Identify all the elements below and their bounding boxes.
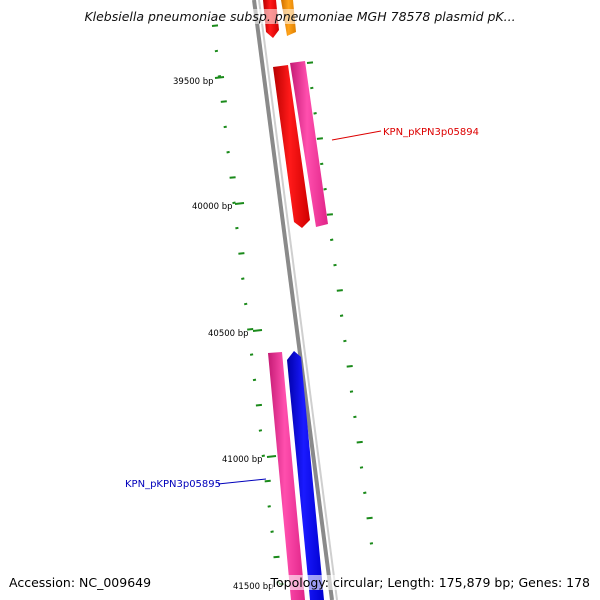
gene-label-KPN_pKPN3p05895[interactable]: KPN_pKPN3p05895 [125,479,221,490]
gc-mark-inner [217,75,222,78]
gc-mark-inner [261,454,265,458]
topology-info: Topology: circular; Length: 175,879 bp; … [270,575,590,590]
gc-mark-outer [346,365,353,368]
gene-arrow-KPN_pKPN3p05895[interactable] [287,351,324,600]
tick-label-41000: 41000 bp [222,455,263,465]
gc-mark-outer [343,339,347,343]
gc-mark-outer [330,238,334,242]
gc-mark-inner [267,505,271,508]
gc-mark-inner [270,530,274,533]
accession-text: Accession: NC_009649 [9,575,152,590]
gc-mark-inner [220,100,227,103]
gene-arrow-pink-bottom[interactable] [268,352,305,600]
gc-mark-inner [226,150,230,154]
gc-mark-inner [229,176,236,179]
gc-mark-inner [238,252,245,255]
backbone-line [252,0,334,600]
gc-mark-outer [306,61,314,64]
tick-label-41500: 41500 bp [233,582,274,592]
gc-mark-inner [255,403,262,407]
gc-mark-inner [247,328,254,331]
tick-mark-40000 [234,202,245,205]
topology-info-text: Topology: circular; Length: 175,879 bp; … [270,575,590,590]
tick-label-40500: 40500 bp [208,329,249,339]
gc-mark-inner [241,277,245,280]
gc-mark-outer [369,542,374,545]
gc-mark-inner [249,353,254,356]
gc-mark-inner [214,49,219,53]
backbone-highlight [258,0,338,600]
gc-mark-outer [366,516,373,520]
tick-mark-40500 [252,329,263,332]
tick-label-40000: 40000 bp [192,202,233,212]
tick-label-39500: 39500 bp [173,77,214,87]
tick-mark-39500 [214,76,225,79]
gc-mark-outer [363,491,367,495]
gc-mark-inner [273,555,280,559]
gc-mark-inner [252,378,257,382]
gc-mark-outer [359,466,364,469]
gc-mark-outer [323,187,327,191]
gene-label-KPN_pKPN3p05894[interactable]: KPN_pKPN3p05894 [383,127,479,138]
gc-mark-outer [326,213,333,216]
gc-mark-outer [356,440,363,444]
gene-arrow-KPN_pKPN3p05893[interactable] [273,65,310,228]
gc-mark-outer [320,162,324,166]
map-title: Klebsiella pneumoniae subsp. pneumoniae … [0,9,600,24]
gc-mark-inner [244,302,248,306]
gc-mark-inner [211,24,219,27]
gc-mark-inner [258,429,263,432]
tick-mark-41000 [266,455,277,458]
gc-mark-outer [349,390,354,393]
gc-mark-inner [235,226,239,230]
gc-mark-outer [316,137,323,140]
gc-mark-outer [339,314,344,317]
gc-mark-outer [336,289,343,292]
gc-mark-inner [232,201,236,205]
gene-label-leader-top [331,130,382,141]
gc-mark-inner [264,479,271,483]
gc-mark-outer [310,86,314,90]
gc-mark-outer [353,415,357,419]
gene-arrow-KPN_pKPN3p05894[interactable] [290,61,328,227]
gc-skew-marks-outer [306,61,374,545]
gc-mark-outer [313,112,317,115]
gc-mark-inner [223,125,227,129]
gc-mark-outer [333,263,337,267]
gene-label-leader-bottom [217,478,267,485]
